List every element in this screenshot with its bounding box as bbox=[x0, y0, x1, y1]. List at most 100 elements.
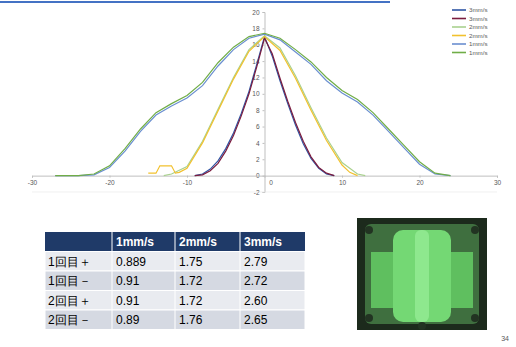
table-cell: 1.72 bbox=[179, 294, 203, 308]
table-col-rule bbox=[175, 232, 176, 330]
legend-item: 2mm/s bbox=[452, 32, 488, 39]
plot-bottom-edge bbox=[32, 192, 497, 193]
y-tick-mark bbox=[263, 61, 265, 62]
legend-swatch bbox=[452, 26, 466, 28]
y-tick: 4 bbox=[256, 139, 265, 146]
legend-item: 3mm/s bbox=[452, 15, 488, 22]
photo-block-center bbox=[393, 230, 451, 322]
x-tick: -10 bbox=[183, 176, 193, 187]
table-cell: 1.76 bbox=[179, 313, 203, 327]
x-tick-mark bbox=[32, 176, 33, 178]
table-col-rule bbox=[240, 232, 241, 330]
table-cell: 0.91 bbox=[116, 294, 140, 308]
legend-swatch bbox=[452, 35, 466, 37]
x-tick-mark bbox=[420, 176, 421, 178]
legend-label: 3mm/s bbox=[469, 6, 488, 13]
x-tick-mark bbox=[187, 176, 188, 178]
x-tick-label: -10 bbox=[183, 179, 193, 186]
legend-item: 1mm/s bbox=[452, 49, 488, 56]
table-row-label: 1回目－ bbox=[48, 274, 91, 288]
x-tick-label: -20 bbox=[105, 179, 115, 186]
x-tick: -20 bbox=[105, 176, 115, 187]
table-cell: 1.72 bbox=[179, 274, 203, 288]
x-tick-label: 30 bbox=[494, 179, 502, 186]
photo-ridge bbox=[415, 230, 429, 322]
y-tick-mark bbox=[263, 12, 265, 13]
legend: 3mm/s3mm/s2mm/s2mm/s1mm/s1mm/s bbox=[452, 6, 488, 56]
x-tick-label: 20 bbox=[416, 179, 424, 186]
table-header-cell: 3mm/s bbox=[244, 235, 282, 249]
legend-swatch bbox=[452, 18, 466, 20]
legend-label: 1mm/s bbox=[469, 49, 488, 56]
x-tick-label: 0 bbox=[269, 179, 273, 186]
legend-label: 2mm/s bbox=[469, 23, 488, 30]
series-line bbox=[195, 37, 335, 176]
photo-hole bbox=[365, 314, 373, 322]
legend-item: 2mm/s bbox=[452, 23, 488, 30]
legend-swatch bbox=[452, 9, 466, 11]
photo-hole bbox=[418, 322, 426, 330]
legend-label: 1mm/s bbox=[469, 40, 488, 47]
legend-swatch bbox=[452, 52, 466, 54]
y-tick-mark bbox=[263, 110, 265, 111]
table-row-label: 2回目－ bbox=[48, 313, 91, 327]
photo-plate bbox=[365, 224, 479, 324]
x-axis-line bbox=[33, 176, 498, 178]
y-tick-label: 18 bbox=[252, 25, 260, 32]
table-col-rule bbox=[112, 232, 113, 330]
photo-hole bbox=[471, 226, 479, 234]
table: 1mm/s2mm/s3mm/s1回目＋0.8891.752.791回目－0.91… bbox=[45, 232, 305, 330]
page-number: 34 bbox=[501, 335, 509, 342]
x-tick-mark bbox=[265, 176, 266, 178]
table-cell: 0.89 bbox=[116, 313, 140, 327]
table-cell: 2.72 bbox=[244, 274, 268, 288]
x-tick: 30 bbox=[494, 176, 502, 187]
table-cell: 1.75 bbox=[179, 255, 203, 269]
table-header-cell: 2mm/s bbox=[179, 235, 217, 249]
x-tick: 10 bbox=[339, 176, 347, 187]
table-cell: 0.91 bbox=[116, 274, 140, 288]
x-axis: -30 -20 -10 0 10 20 30 bbox=[28, 176, 502, 187]
series-line bbox=[55, 34, 450, 176]
legend-item: 1mm/s bbox=[452, 40, 488, 47]
table-cell: 2.60 bbox=[244, 294, 268, 308]
photo-hole bbox=[365, 226, 373, 234]
y-tick-mark bbox=[263, 143, 265, 144]
table-header-cell: 1mm/s bbox=[116, 235, 154, 249]
y-tick-label: 8 bbox=[256, 107, 260, 114]
y-tick-label: 4 bbox=[256, 139, 260, 146]
y-tick-mark bbox=[263, 127, 265, 128]
x-tick-label: -30 bbox=[28, 179, 38, 186]
slide: -202468101214161820-30-20-1001020303mm/s… bbox=[0, 0, 516, 347]
photo bbox=[357, 218, 487, 330]
table-cell: 2.65 bbox=[244, 313, 268, 327]
y-tick: 6 bbox=[256, 123, 265, 130]
legend-label: 2mm/s bbox=[469, 32, 488, 39]
legend-label: 3mm/s bbox=[469, 15, 488, 22]
y-tick-label: 6 bbox=[256, 123, 260, 130]
legend-swatch bbox=[452, 43, 466, 45]
x-tick-mark bbox=[342, 176, 343, 178]
y-tick-mark bbox=[263, 28, 265, 29]
photo-bg bbox=[357, 218, 487, 330]
y-tick: 20 bbox=[252, 9, 264, 16]
series-line bbox=[195, 38, 335, 175]
legend-item: 3mm/s bbox=[452, 6, 488, 13]
table-cell: 2.79 bbox=[244, 255, 268, 269]
y-tick-mark bbox=[263, 159, 265, 160]
y-tick-label: 2 bbox=[256, 156, 260, 163]
x-tick-label: 10 bbox=[339, 179, 347, 186]
y-tick-label: 10 bbox=[252, 90, 260, 97]
x-tick: 20 bbox=[416, 176, 424, 187]
y-tick-mark bbox=[263, 77, 265, 78]
table-row-label: 2回目＋ bbox=[48, 294, 91, 308]
y-tick-mark bbox=[263, 94, 265, 95]
header-rule bbox=[0, 1, 390, 3]
x-tick-mark bbox=[497, 176, 498, 178]
y-tick: 10 bbox=[252, 90, 264, 97]
table-row-label: 1回目＋ bbox=[48, 255, 91, 269]
y-tick: 18 bbox=[252, 25, 264, 32]
x-tick-mark bbox=[110, 176, 111, 178]
y-tick: 8 bbox=[256, 107, 265, 114]
x-tick: 0 bbox=[265, 176, 273, 187]
